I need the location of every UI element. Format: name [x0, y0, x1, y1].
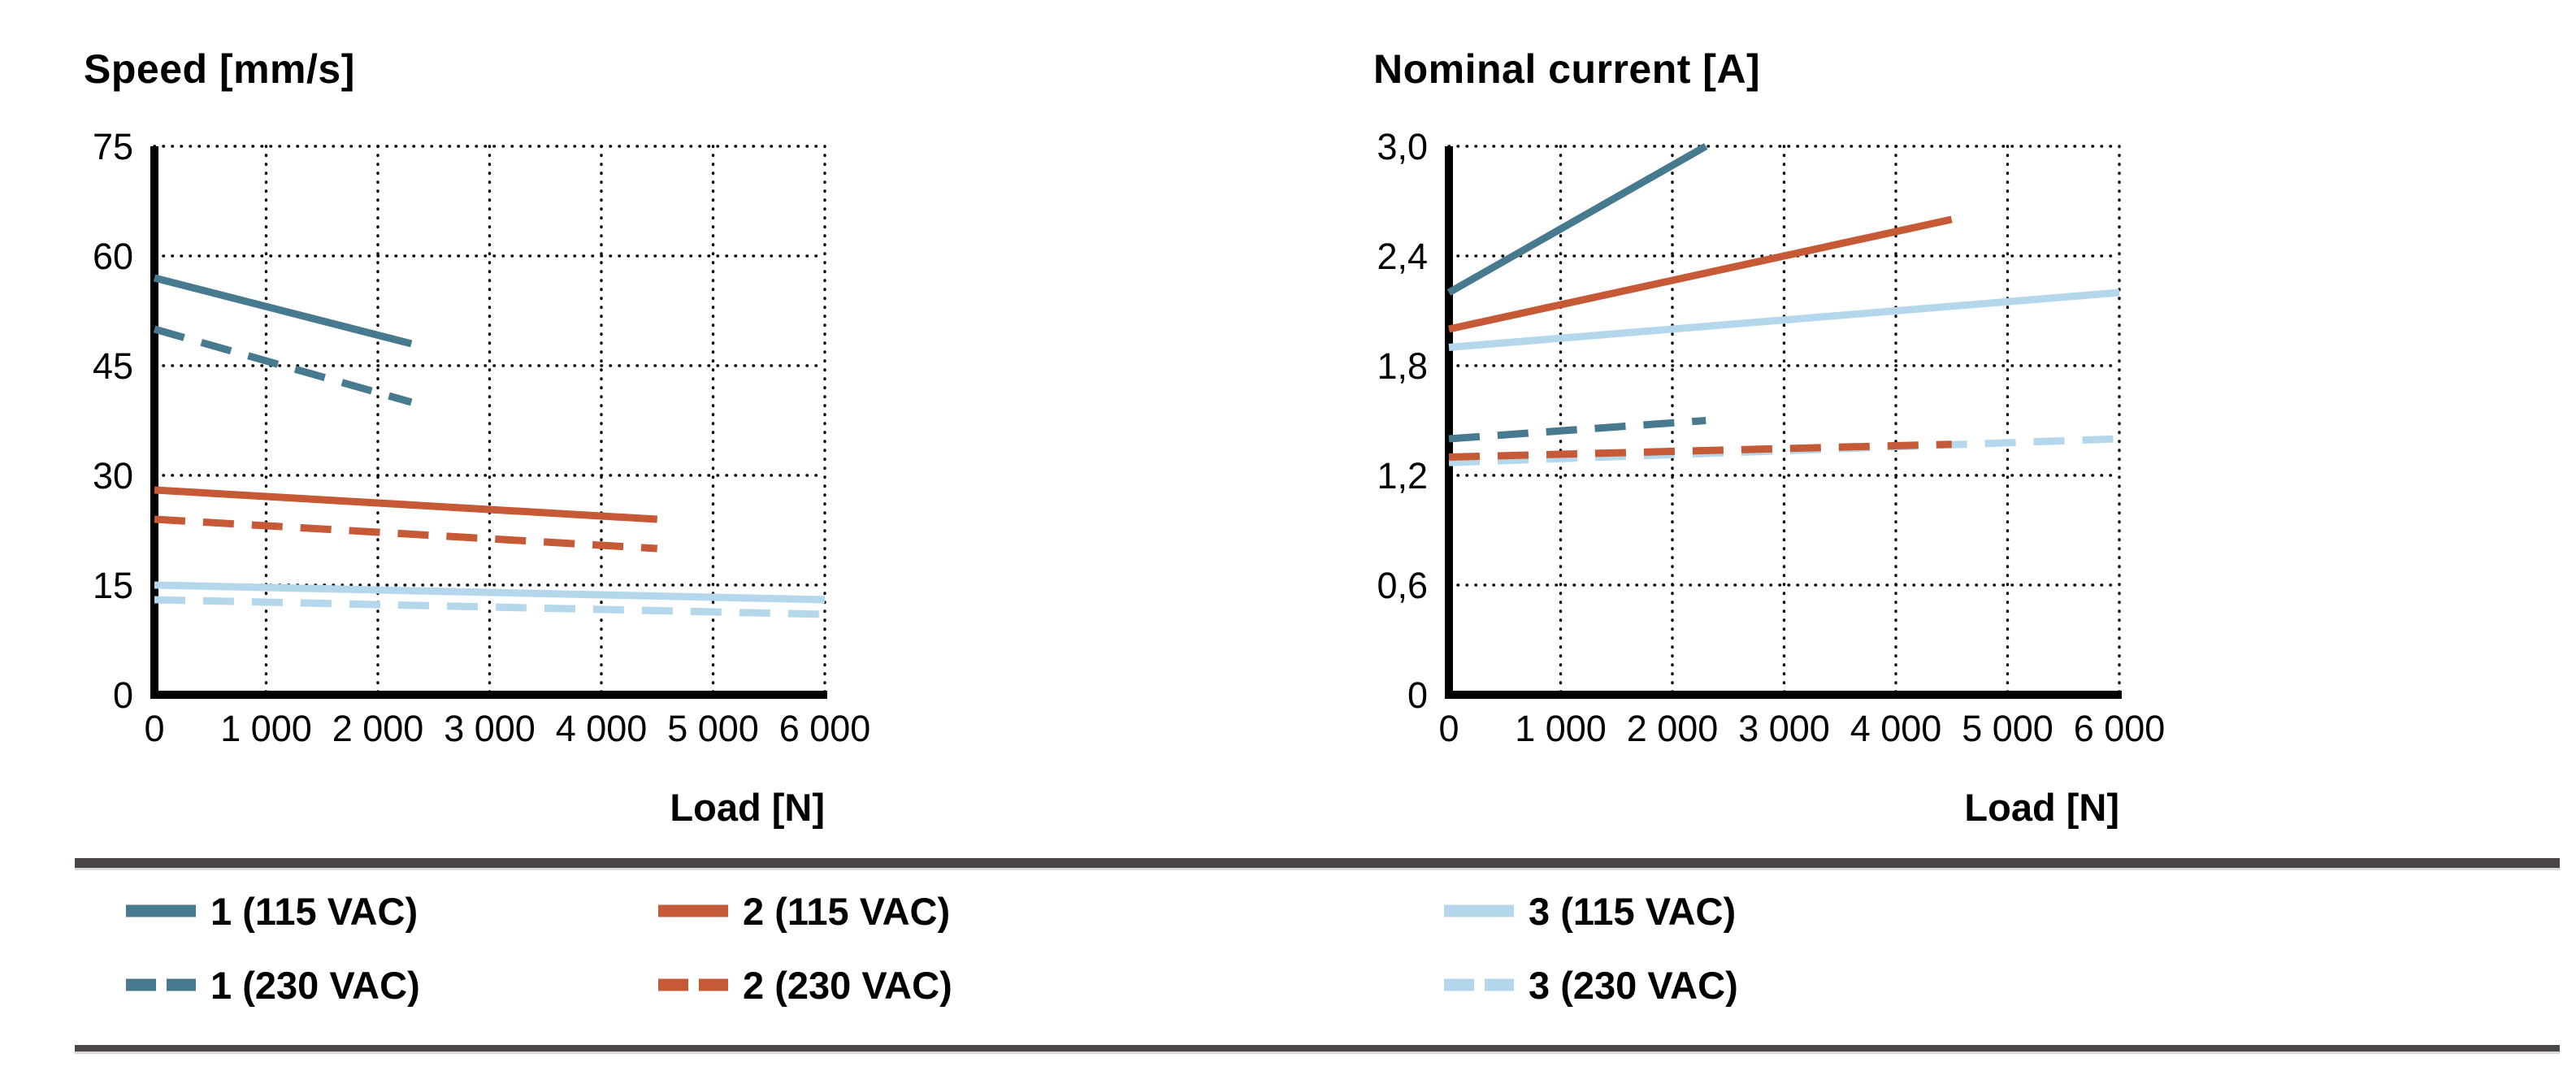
series-line-2-115-vac	[154, 486, 658, 523]
series-line-2-230-vac	[154, 515, 658, 553]
y-tick-label: 0,6	[1377, 565, 1428, 606]
x-tick-label: 0	[144, 708, 164, 749]
legend-label: 3 (230 VAC)	[1529, 963, 1738, 1007]
y-tick-label: 3,0	[1377, 126, 1428, 167]
x-tick-label: 1 000	[1515, 708, 1607, 749]
legend-label: 1 (230 VAC)	[210, 963, 420, 1007]
current-chart-title: Nominal current [A]	[1373, 46, 1761, 92]
legend-top-rule	[75, 858, 2560, 868]
legend-line-swatch	[1444, 904, 1514, 917]
legend-item-1-115vac: 1 (115 VAC)	[126, 886, 418, 936]
legend-bottom-rule	[75, 1045, 2560, 1051]
axis-lines	[150, 146, 827, 699]
y-tick-label: 0	[113, 674, 133, 716]
series-line-3-230-vac	[1448, 435, 2120, 466]
speed-chart-title: Speed [mm/s]	[84, 46, 355, 92]
legend-item-3-115vac: 3 (115 VAC)	[1444, 886, 1736, 936]
legend-label: 2 (230 VAC)	[743, 963, 952, 1007]
series-line-2-230-vac	[1448, 440, 1952, 461]
x-tick-label: 1 000	[220, 708, 312, 749]
x-tick-label: 2 000	[1627, 708, 1719, 749]
series-line-1-230-vac	[1448, 417, 1706, 443]
series-line-2-115-vac	[1448, 215, 1953, 333]
series-line-1-115-vac	[1446, 143, 1708, 296]
x-tick-label: 4 000	[556, 708, 648, 749]
speed-chart-plot: 0 1 000 2 000 3 000 4 000 5 000 6 000 0 15 30 45 60…	[93, 126, 871, 749]
legend-line-swatch	[126, 978, 196, 991]
y-tick-label: 45	[93, 345, 133, 387]
x-tick-label: 4 000	[1850, 708, 1942, 749]
legend-item-2-115vac: 2 (115 VAC)	[658, 886, 950, 936]
speed-chart-xaxis-title: Load [N]	[670, 786, 825, 829]
y-tick-label: 1,8	[1377, 345, 1428, 387]
current-chart-plot: 0 1 000 2 000 3 000 4 000 5 000 6 000 0 0,6 1,2 1,…	[1377, 126, 2166, 749]
x-tick-label: 2 000	[332, 708, 424, 749]
legend-line-swatch	[1444, 978, 1514, 991]
legend-item-1-230vac: 1 (230 VAC)	[126, 960, 420, 1010]
legend-item-2-230vac: 2 (230 VAC)	[658, 960, 952, 1010]
y-tick-label: 60	[93, 236, 133, 277]
y-tick-label: 1,2	[1377, 455, 1428, 496]
x-tick-label: 3 000	[444, 708, 536, 749]
x-tick-label: 6 000	[779, 708, 871, 749]
x-tick-label: 5 000	[1962, 708, 2053, 749]
current-chart-xaxis-title: Load [N]	[1964, 786, 2119, 829]
legend-label: 2 (115 VAC)	[743, 889, 951, 933]
series-line-3-115-vac	[154, 581, 826, 604]
legend-label: 3 (115 VAC)	[1529, 889, 1737, 933]
legend-line-swatch	[126, 904, 196, 917]
y-tick-label: 75	[93, 126, 133, 167]
series-line-3-115-vac	[1448, 288, 2120, 351]
x-tick-label: 5 000	[667, 708, 759, 749]
series-line-1-115-vac	[153, 274, 413, 348]
series-line-1-230-vac	[153, 325, 413, 406]
series-line-3-230-vac	[154, 596, 826, 618]
legend-line-swatch	[658, 978, 728, 991]
legend-label: 1 (115 VAC)	[210, 889, 418, 933]
legend-line-swatch	[658, 904, 728, 917]
legend-item-3-230vac: 3 (230 VAC)	[1444, 960, 1738, 1010]
x-tick-label: 6 000	[2074, 708, 2166, 749]
y-tick-label: 15	[93, 565, 133, 606]
axis-lines	[1445, 146, 2122, 699]
y-tick-label: 30	[93, 455, 133, 496]
x-tick-label: 3 000	[1738, 708, 1830, 749]
y-tick-label: 2,4	[1377, 236, 1428, 277]
y-tick-label: 0	[1407, 674, 1428, 716]
x-tick-label: 0	[1438, 708, 1459, 749]
